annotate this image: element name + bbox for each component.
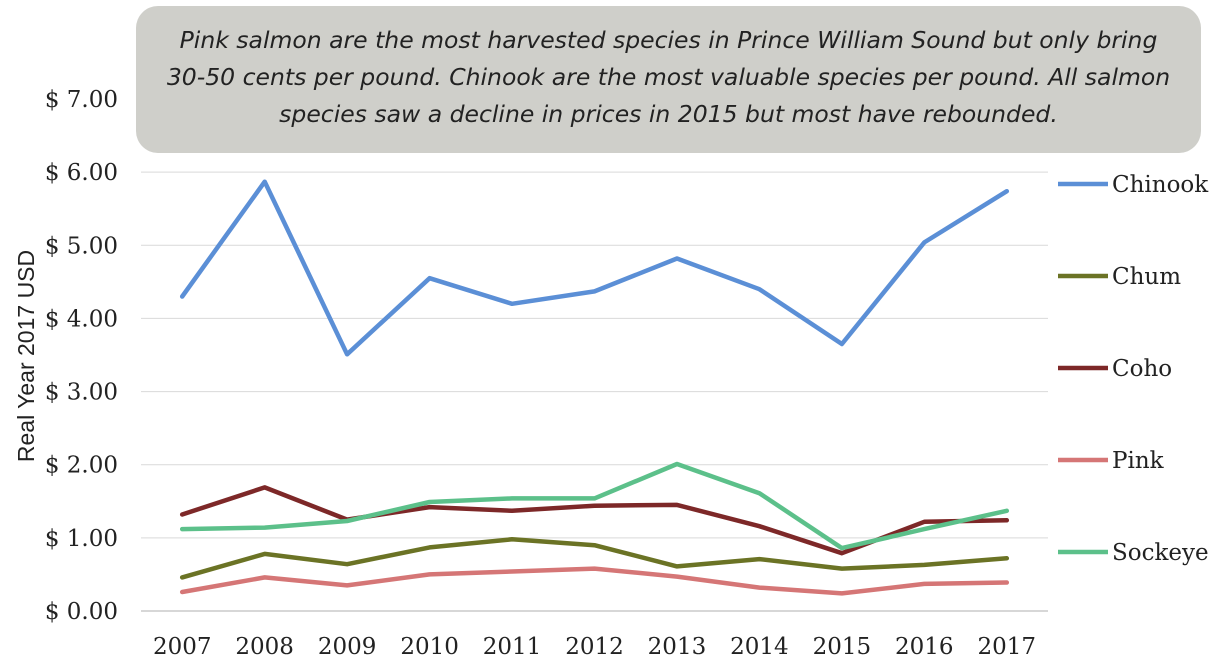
x-tick-label: 2017	[977, 634, 1036, 660]
x-tick-label: 2009	[318, 634, 377, 660]
series-line-chinook	[179, 179, 1010, 357]
x-axis-ticks: 2007 2008 2009 2010 2011 2012 2013 2014 2015 2016…	[153, 634, 1036, 660]
legend-label-chinook: Chinook	[1112, 172, 1209, 198]
y-tick-label: $ 4.00	[45, 306, 118, 332]
x-tick-label: 2016	[895, 634, 954, 660]
y-tick-label: $ 5.00	[45, 233, 118, 259]
x-tick-label: 2008	[235, 634, 294, 660]
legend-label-pink: Pink	[1112, 448, 1165, 474]
legend-label-chum: Chum	[1112, 264, 1181, 290]
y-tick-label: $ 7.00	[45, 87, 118, 113]
y-tick-label: $ 6.00	[45, 160, 118, 186]
y-tick-label: $ 1.00	[45, 526, 118, 552]
y-tick-label: $ 2.00	[45, 453, 118, 479]
y-tick-label: $ 0.00	[45, 599, 118, 625]
x-tick-label: 2007	[153, 634, 212, 660]
series-line-pink	[179, 566, 1010, 596]
x-tick-label: 2010	[400, 634, 459, 660]
legend-label-sockeye: Sockeye	[1112, 540, 1209, 566]
x-tick-label: 2015	[813, 634, 872, 660]
legend-label-coho: Coho	[1112, 356, 1172, 382]
legend: Chinook Chum Coho Pink Sockeye	[1058, 172, 1209, 566]
x-tick-label: 2013	[648, 634, 707, 660]
annotation-text: Pink salmon are the most harvested speci…	[166, 26, 1171, 128]
x-tick-label: 2014	[730, 634, 789, 660]
x-tick-label: 2011	[483, 634, 542, 660]
y-tick-label: $ 3.00	[45, 380, 118, 406]
y-axis-label: Real Year 2017 USD	[13, 250, 39, 462]
series-lines	[179, 179, 1010, 596]
series-line-chum	[179, 537, 1010, 580]
series-line-sockeye	[179, 461, 1010, 551]
y-axis-ticks: $ 0.00 $ 1.00 $ 2.00 $ 3.00 $ 4.00 $ 5.00 $ 6.…	[45, 87, 118, 625]
annotation-callout: Pink salmon are the most harvested speci…	[136, 6, 1201, 153]
x-tick-label: 2012	[565, 634, 624, 660]
